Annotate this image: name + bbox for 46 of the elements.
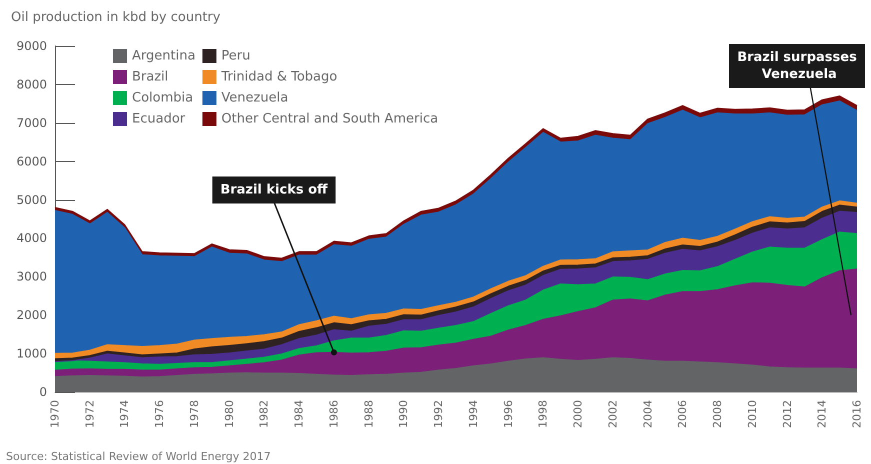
y-tick-label: 8000: [16, 77, 47, 92]
y-tick-label: 6000: [16, 154, 47, 168]
x-tick-label: 1972: [83, 400, 96, 428]
x-tick-label: 2016: [850, 400, 864, 428]
legend-label: Venezuela: [221, 90, 288, 106]
x-tick-label: 1990: [397, 400, 410, 428]
source-note: Source: Statistical Review of World Energy 2017: [6, 450, 271, 463]
x-tick-label: 1970: [48, 400, 62, 428]
x-tick-label: 1998: [536, 400, 550, 428]
x-tick-label: 1984: [292, 400, 306, 428]
y-tick-label: 2000: [16, 308, 47, 322]
legend-label: Brazil: [132, 70, 168, 84]
legend-label: Peru: [221, 48, 250, 64]
y-tick-label: 4000: [16, 231, 47, 246]
x-tick-label: 1978: [188, 400, 201, 428]
x-tick-label: 2014: [816, 400, 829, 428]
x-tick-label: 2012: [780, 400, 794, 428]
x-tick-label: 1980: [222, 400, 236, 428]
y-tick-label: 0: [39, 385, 47, 399]
x-tick-label: 2002: [606, 400, 620, 428]
x-tick-label: 1988: [362, 400, 376, 428]
x-tick-label: 2008: [711, 400, 724, 428]
y-tick-label: 1000: [16, 346, 47, 361]
y-tick-label: 3000: [16, 270, 47, 284]
x-tick-label: 1996: [502, 400, 515, 428]
x-tick-label: 1982: [258, 400, 271, 428]
x-tick-label: 1992: [432, 400, 446, 428]
legend-label: Argentina: [132, 48, 196, 64]
legend-label: Colombia: [132, 90, 194, 106]
x-tick-label: 2010: [746, 400, 759, 428]
x-tick-label: 2006: [676, 400, 690, 428]
x-tick-label: 1976: [153, 400, 166, 428]
annotation: Brazil kicks off: [220, 182, 328, 198]
y-tick-label: 9000: [16, 39, 47, 53]
annotation: Brazil surpasses Venezuela: [737, 50, 858, 82]
x-tick-label: 2004: [641, 400, 654, 428]
y-tick-label: 7000: [16, 116, 47, 130]
x-tick-label: 2000: [572, 400, 585, 428]
y-tick-label: 5000: [16, 192, 47, 207]
x-tick-label: 1986: [327, 400, 340, 428]
x-tick-label: 1974: [118, 400, 132, 428]
legend-label: Trinidad & Tobago: [220, 70, 338, 84]
x-tick-label: 1994: [466, 400, 480, 428]
legend-label: Ecuador: [132, 112, 186, 126]
legend-label: Other Central and South America: [221, 112, 438, 126]
chart-title: Oil production in kbd by country: [11, 10, 221, 25]
